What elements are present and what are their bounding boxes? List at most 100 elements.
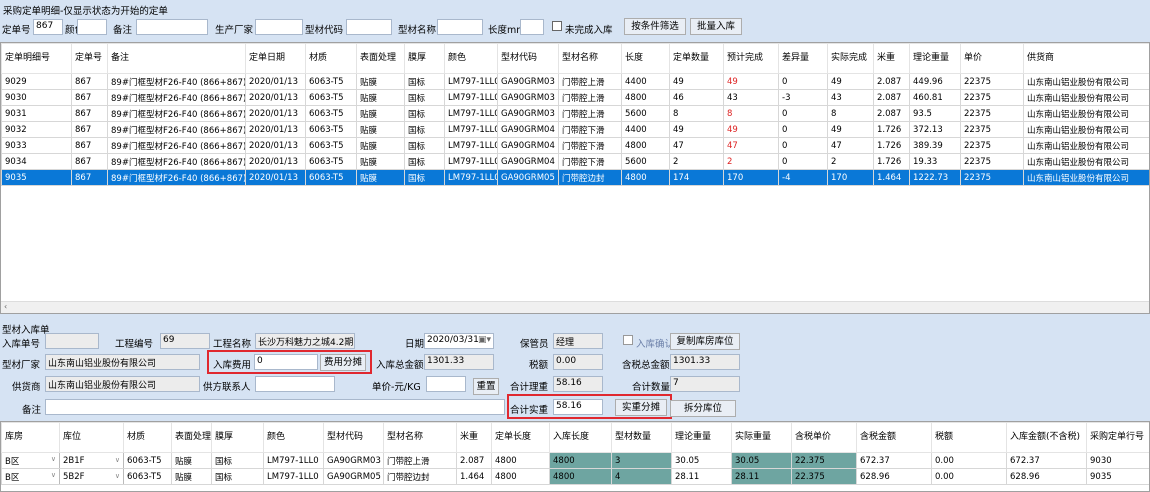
table-cell[interactable]: LM797-1LL0	[444, 169, 498, 186]
table-cell[interactable]: 9031	[1, 105, 72, 122]
column-header[interactable]: 米重	[873, 43, 910, 74]
table-cell[interactable]: 贴膜	[356, 73, 405, 90]
column-header[interactable]: 定单号	[71, 43, 108, 74]
table-cell[interactable]: 9030	[1, 89, 72, 106]
table-cell[interactable]: 9034	[1, 153, 72, 170]
table-cell[interactable]: 19.33	[909, 153, 961, 170]
column-header[interactable]: 理论重量	[671, 422, 732, 453]
column-header[interactable]: 型材名称	[383, 422, 457, 453]
table-cell[interactable]: 46	[669, 89, 724, 106]
incomplete-checkbox[interactable]	[552, 21, 562, 31]
table-cell[interactable]: 2020/01/13	[245, 105, 306, 122]
table-cell[interactable]: 49	[723, 121, 779, 138]
table-cell[interactable]: GA90GRM04	[497, 137, 559, 154]
table-cell[interactable]: 43	[723, 89, 779, 106]
table-cell[interactable]: 672.37	[1006, 452, 1087, 469]
table-cell[interactable]: 门带腔下滑	[558, 137, 622, 154]
maker-field[interactable]: 山东南山铝业股份有限公司	[45, 354, 200, 370]
total-field[interactable]: 1301.33	[424, 354, 494, 370]
table-cell[interactable]: 2	[669, 153, 724, 170]
table-cell[interactable]: 门带腔上滑	[383, 452, 457, 469]
table-cell[interactable]: 867	[71, 121, 108, 138]
column-header[interactable]: 米重	[456, 422, 492, 453]
table-cell[interactable]: 门带腔边封	[383, 468, 457, 485]
column-header[interactable]: 预计完成	[723, 43, 779, 74]
table-cell[interactable]: 2020/01/13	[245, 169, 306, 186]
table-cell[interactable]: 贴膜	[356, 169, 405, 186]
table-cell[interactable]: B区 ∨	[1, 452, 60, 469]
column-header[interactable]: 定单明细号	[1, 43, 72, 74]
column-header[interactable]: 材质	[123, 422, 172, 453]
table-cell[interactable]: 6063-T5	[305, 169, 357, 186]
table-cell[interactable]: 49	[669, 73, 724, 90]
table-cell[interactable]: 贴膜	[356, 121, 405, 138]
table-cell[interactable]: 867	[71, 153, 108, 170]
table-cell[interactable]: 贴膜	[356, 89, 405, 106]
in-no-field[interactable]	[45, 333, 99, 349]
table-cell[interactable]: GA90GRM04	[497, 153, 559, 170]
table-cell[interactable]: 9035	[1086, 468, 1149, 485]
table-cell[interactable]: 89#门框型材F26-F40 (866+867)	[107, 121, 246, 138]
table-cell[interactable]: 22375	[960, 137, 1024, 154]
table-row[interactable]: B区 ∨ 2B1F ∨ 6063-T5 贴膜 国标 LM797-1LL0 GA90GRM03 门带…	[1, 452, 1149, 469]
table-cell[interactable]: 8	[827, 105, 874, 122]
copy-location-button[interactable]: 复制库房库位	[670, 333, 740, 350]
table-cell[interactable]: 170	[723, 169, 779, 186]
table-cell[interactable]: 30.05	[671, 452, 732, 469]
table-cell[interactable]: 867	[71, 105, 108, 122]
table-cell[interactable]: 6063-T5	[305, 153, 357, 170]
table-cell[interactable]: GA90GRM05	[323, 468, 384, 485]
column-header[interactable]: 含税金额	[856, 422, 932, 453]
table-cell[interactable]: 2020/01/13	[245, 137, 306, 154]
table-cell[interactable]: 628.96	[1006, 468, 1087, 485]
table-cell[interactable]: 43	[827, 89, 874, 106]
table-cell[interactable]: 山东南山铝业股份有限公司	[1023, 73, 1149, 90]
table-cell[interactable]: 山东南山铝业股份有限公司	[1023, 105, 1149, 122]
table-cell[interactable]: 628.96	[856, 468, 932, 485]
qty-field[interactable]: 7	[670, 376, 740, 392]
table-cell[interactable]: 49	[723, 73, 779, 90]
table-cell[interactable]: LM797-1LL0	[444, 73, 498, 90]
table-cell[interactable]: 贴膜	[356, 137, 405, 154]
dropdown-chevron-icon[interactable]: ∨	[50, 470, 56, 479]
table-cell[interactable]: 4	[611, 468, 672, 485]
table-cell[interactable]: GA90GRM03	[323, 452, 384, 469]
table-cell[interactable]: 89#门框型材F26-F40 (866+867)	[107, 73, 246, 90]
table-row[interactable]: 9035 867 89#门框型材F26-F40 (866+867) 2020/01/1…	[1, 169, 1149, 186]
table-row[interactable]: 9032 867 89#门框型材F26-F40 (866+867) 2020/01/1…	[1, 121, 1149, 138]
table-cell[interactable]: 460.81	[909, 89, 961, 106]
table-cell[interactable]: 867	[71, 169, 108, 186]
calendar-icon[interactable]: ▣▾	[477, 335, 491, 345]
column-header[interactable]: 型材数量	[611, 422, 672, 453]
table-row[interactable]: B区 ∨ 5B2F ∨ 6063-T5 贴膜 国标 LM797-1LL0 GA90GRM05 门带…	[1, 468, 1149, 485]
table-cell[interactable]: 门带腔下滑	[558, 121, 622, 138]
table-cell[interactable]: 389.39	[909, 137, 961, 154]
table-cell[interactable]: 0	[778, 137, 828, 154]
table-cell[interactable]: LM797-1LL0	[444, 121, 498, 138]
table-cell[interactable]: 93.5	[909, 105, 961, 122]
column-header[interactable]: 入库长度	[549, 422, 612, 453]
table-cell[interactable]: 门带腔边封	[558, 169, 622, 186]
table-cell[interactable]: 1.726	[873, 137, 910, 154]
dropdown-chevron-icon[interactable]: ∨	[114, 471, 120, 480]
name-input[interactable]	[437, 19, 483, 35]
code-input[interactable]	[346, 19, 392, 35]
column-header[interactable]: 差异量	[778, 43, 828, 74]
table-row[interactable]: 9031 867 89#门框型材F26-F40 (866+867) 2020/01/1…	[1, 105, 1149, 122]
table-cell[interactable]: LM797-1LL0	[444, 89, 498, 106]
fee-input[interactable]: 0	[254, 354, 318, 370]
column-header[interactable]: 颜色	[263, 422, 324, 453]
table-cell[interactable]: 门带腔上滑	[558, 89, 622, 106]
column-header[interactable]: 理论重量	[909, 43, 961, 74]
dropdown-chevron-icon[interactable]: ∨	[114, 455, 120, 464]
reset-button[interactable]: 重置	[473, 378, 499, 395]
table-cell[interactable]: 国标	[404, 169, 445, 186]
table-cell[interactable]: 47	[669, 137, 724, 154]
table-cell[interactable]: GA90GRM03	[497, 89, 559, 106]
table-cell[interactable]: 3	[611, 452, 672, 469]
scroll-left-icon[interactable]: ‹	[4, 302, 8, 311]
supplier-field[interactable]: 山东南山铝业股份有限公司	[45, 376, 200, 392]
column-header[interactable]: 采购定单行号	[1086, 422, 1149, 453]
table-cell[interactable]: 2020/01/13	[245, 153, 306, 170]
table-cell[interactable]: 867	[71, 73, 108, 90]
